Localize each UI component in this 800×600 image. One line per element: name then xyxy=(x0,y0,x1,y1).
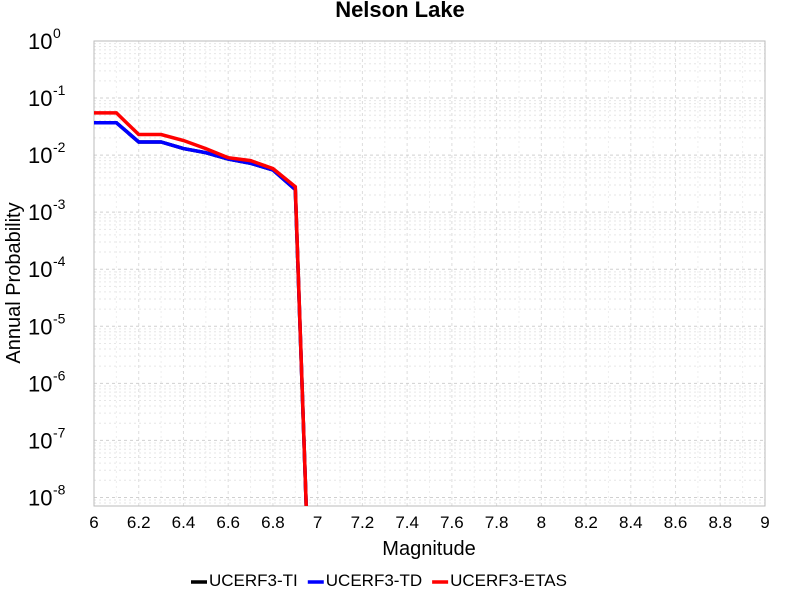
y-tick-base: 10 xyxy=(28,428,52,453)
y-tick-exponent: -7 xyxy=(53,424,66,440)
x-tick-label: 6.6 xyxy=(216,513,240,532)
y-tick-base: 10 xyxy=(28,143,52,168)
legend-label: UCERF3-TD xyxy=(326,571,422,590)
y-axis-label: Annual Probability xyxy=(3,202,25,363)
series-line-ucerf3-td xyxy=(94,120,308,506)
x-tick-label: 8.4 xyxy=(619,513,643,532)
y-tick-base: 10 xyxy=(28,86,52,111)
y-tick-label: 10 -6 xyxy=(28,367,66,396)
legend-item: UCERF3-TD xyxy=(307,571,422,590)
x-tick-label: 6.8 xyxy=(261,513,285,532)
legend: UCERF3-TI UCERF3-TD UCERF3-ETAS xyxy=(191,571,567,590)
chart-title: Nelson Lake xyxy=(335,0,465,22)
y-tick-label: 10 -5 xyxy=(28,310,66,339)
y-tick-exponent: 0 xyxy=(53,25,61,41)
x-tick-label: 8.2 xyxy=(574,513,598,532)
y-tick-base: 10 xyxy=(28,200,52,225)
y-tick-exponent: -8 xyxy=(53,481,66,497)
grid xyxy=(93,40,766,506)
x-tick-label: 6.4 xyxy=(172,513,196,532)
legend-item: UCERF3-ETAS xyxy=(432,571,567,590)
series-line-ucerf3-etas xyxy=(94,111,308,506)
y-tick-base: 10 xyxy=(28,257,52,282)
x-tick-label: 7 xyxy=(313,513,322,532)
x-tick-label: 6.2 xyxy=(127,513,151,532)
x-tick-label: 7.8 xyxy=(485,513,509,532)
x-axis-label: Magnitude xyxy=(382,538,475,560)
x-tick-label: 6 xyxy=(89,513,98,532)
y-tick-exponent: -2 xyxy=(53,139,66,155)
legend-item: UCERF3-TI xyxy=(191,571,298,590)
y-tick-exponent: -4 xyxy=(53,253,66,269)
y-tick-label: 10 0 xyxy=(28,25,61,54)
series-layer xyxy=(94,111,308,506)
x-tick-label: 8.6 xyxy=(664,513,688,532)
x-tick-label: 7.2 xyxy=(351,513,375,532)
y-tick-base: 10 xyxy=(28,29,52,54)
y-tick-label: 10 -4 xyxy=(28,253,66,282)
plot-frame xyxy=(93,40,766,507)
y-tick-base: 10 xyxy=(28,485,52,510)
x-tick-label: 9 xyxy=(760,513,769,532)
series-line-ucerf3-ti xyxy=(94,120,308,506)
y-tick-exponent: -6 xyxy=(53,367,66,383)
x-tick-label: 8.8 xyxy=(708,513,732,532)
x-tick-label: 8 xyxy=(537,513,546,532)
y-tick-label: 10 -1 xyxy=(28,82,66,111)
legend-label: UCERF3-ETAS xyxy=(450,571,567,590)
y-tick-label: 10 -8 xyxy=(28,481,66,510)
y-tick-label: 10 -3 xyxy=(28,196,66,225)
y-tick-exponent: -5 xyxy=(53,310,66,326)
y-tick-base: 10 xyxy=(28,371,52,396)
y-tick-label: 10 -7 xyxy=(28,424,66,453)
y-tick-base: 10 xyxy=(28,314,52,339)
y-tick-label: 10 -2 xyxy=(28,139,66,168)
x-tick-labels: 6 6.2 6.4 6.6 6.8 7 7.2 7.4 7.6 7.8 8 8.2 8.4 8.6 8.8 9 xyxy=(89,513,769,532)
y-tick-exponent: -3 xyxy=(53,196,66,212)
x-tick-label: 7.6 xyxy=(440,513,464,532)
x-tick-label: 7.4 xyxy=(395,513,419,532)
legend-label: UCERF3-TI xyxy=(209,571,298,590)
y-tick-exponent: -1 xyxy=(53,82,66,98)
